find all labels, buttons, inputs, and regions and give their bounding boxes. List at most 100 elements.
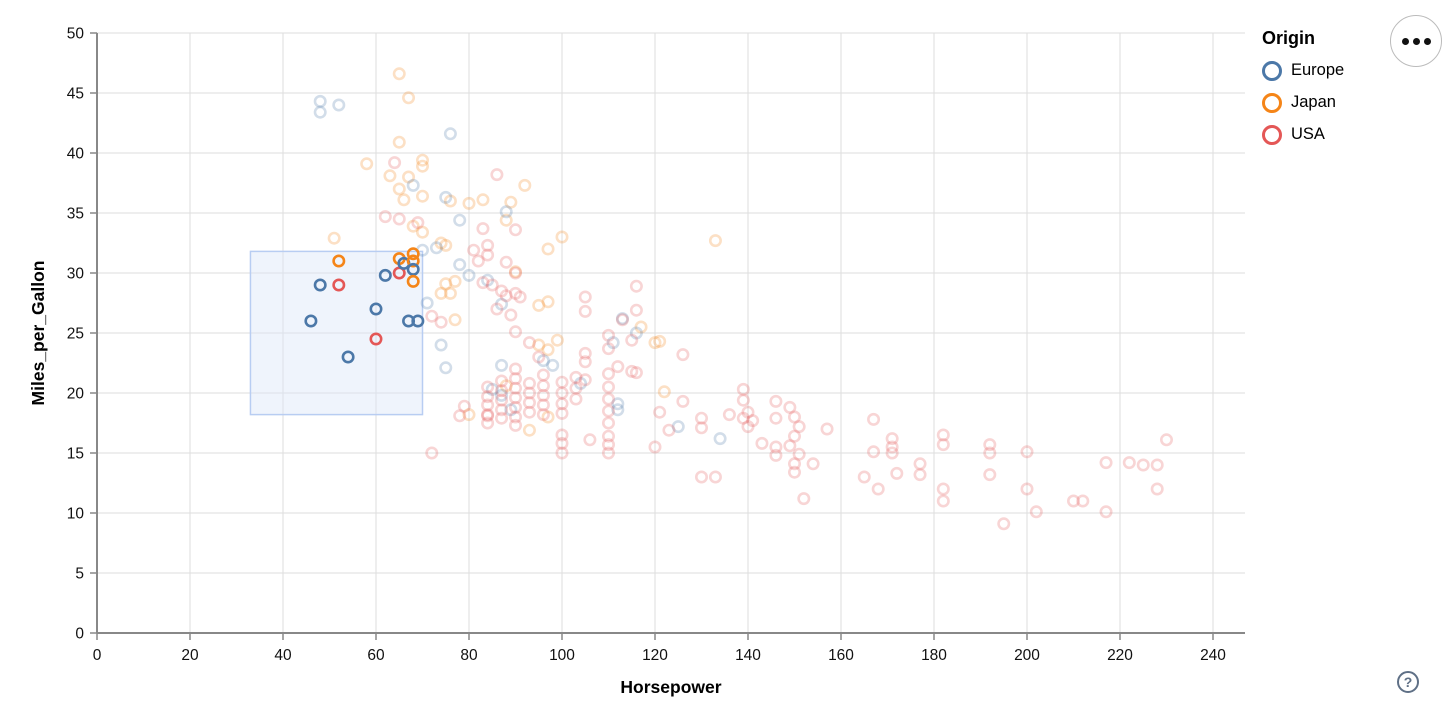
data-point[interactable] [1136,458,1150,472]
data-point[interactable] [388,156,402,170]
data-point[interactable] [481,398,495,412]
data-point[interactable] [769,440,783,454]
data-point[interactable] [671,420,685,434]
data-point[interactable] [495,411,509,425]
data-point[interactable] [708,470,722,484]
data-point[interactable] [508,418,522,432]
data-point[interactable] [508,265,522,279]
data-point[interactable] [820,422,834,436]
data-point[interactable] [313,105,327,119]
data-point[interactable] [611,360,625,374]
data-point[interactable] [508,391,522,405]
data-point[interactable] [657,385,671,399]
data-point[interactable] [481,248,495,262]
options-menu-button[interactable] [1390,15,1442,67]
data-point[interactable] [890,466,904,480]
data-point[interactable] [369,302,383,316]
data-point[interactable] [504,403,518,417]
data-point[interactable] [694,421,708,435]
brush-selection[interactable] [249,250,424,416]
data-point[interactable] [769,411,783,425]
data-point[interactable] [476,193,490,207]
data-point[interactable] [871,482,885,496]
data-point[interactable] [406,178,420,192]
data-point[interactable] [555,230,569,244]
data-point[interactable] [629,303,643,317]
data-point[interactable] [736,382,750,396]
data-point[interactable] [402,170,416,184]
data-point[interactable] [536,379,550,393]
data-point[interactable] [1067,494,1081,508]
data-point[interactable] [508,410,522,424]
data-point[interactable] [457,399,471,413]
data-point[interactable] [415,225,429,239]
data-point[interactable] [453,258,467,272]
data-point[interactable] [471,254,485,268]
data-point[interactable] [936,428,950,442]
data-point[interactable] [555,436,569,450]
data-point[interactable] [462,268,476,282]
data-point[interactable] [885,440,899,454]
data-point[interactable] [532,350,546,364]
data-point[interactable] [578,355,592,369]
data-point[interactable] [806,457,820,471]
data-point[interactable] [481,238,495,252]
data-point[interactable] [1020,445,1034,459]
data-point[interactable] [360,157,374,171]
data-point[interactable] [983,446,997,460]
data-point[interactable] [522,423,536,437]
data-point[interactable] [462,408,476,422]
data-point[interactable] [755,436,769,450]
data-point[interactable] [536,388,550,402]
data-point[interactable] [885,446,899,460]
data-point[interactable] [578,304,592,318]
data-point[interactable] [625,333,639,347]
data-point[interactable] [406,274,420,288]
data-point[interactable] [434,315,448,329]
data-point[interactable] [443,194,457,208]
data-point[interactable] [541,242,555,256]
data-point[interactable] [536,368,550,382]
data-point[interactable] [392,135,406,149]
data-point[interactable] [490,168,504,182]
data-point[interactable] [634,320,648,334]
data-point[interactable] [332,278,346,292]
data-point[interactable] [569,370,583,384]
data-point[interactable] [787,465,801,479]
data-point[interactable] [448,313,462,327]
data-point[interactable] [601,380,615,394]
data-point[interactable] [415,153,429,167]
data-point[interactable] [736,411,750,425]
data-point[interactable] [611,403,625,417]
data-point[interactable] [983,468,997,482]
data-point[interactable] [313,278,327,292]
data-point[interactable] [495,374,509,388]
data-point[interactable] [936,482,950,496]
data-point[interactable] [522,405,536,419]
data-point[interactable] [522,376,536,390]
data-point[interactable] [420,296,434,310]
data-point[interactable] [857,470,871,484]
data-point[interactable] [648,336,662,350]
data-point[interactable] [439,277,453,291]
data-point[interactable] [797,492,811,506]
data-point[interactable] [467,243,481,257]
data-point[interactable] [406,219,420,233]
data-point[interactable] [425,446,439,460]
data-point[interactable] [694,470,708,484]
data-point[interactable] [522,396,536,410]
data-point[interactable] [439,361,453,375]
data-point[interactable] [434,236,448,250]
data-point[interactable] [1076,494,1090,508]
data-point[interactable] [499,289,513,303]
data-point[interactable] [601,416,615,430]
data-point[interactable] [392,67,406,81]
data-point[interactable] [676,394,690,408]
data-point[interactable] [518,178,532,192]
data-point[interactable] [936,494,950,508]
data-point[interactable] [653,405,667,419]
data-point[interactable] [495,393,509,407]
data-point[interactable] [629,279,643,293]
data-point[interactable] [606,336,620,350]
data-point[interactable] [508,223,522,237]
